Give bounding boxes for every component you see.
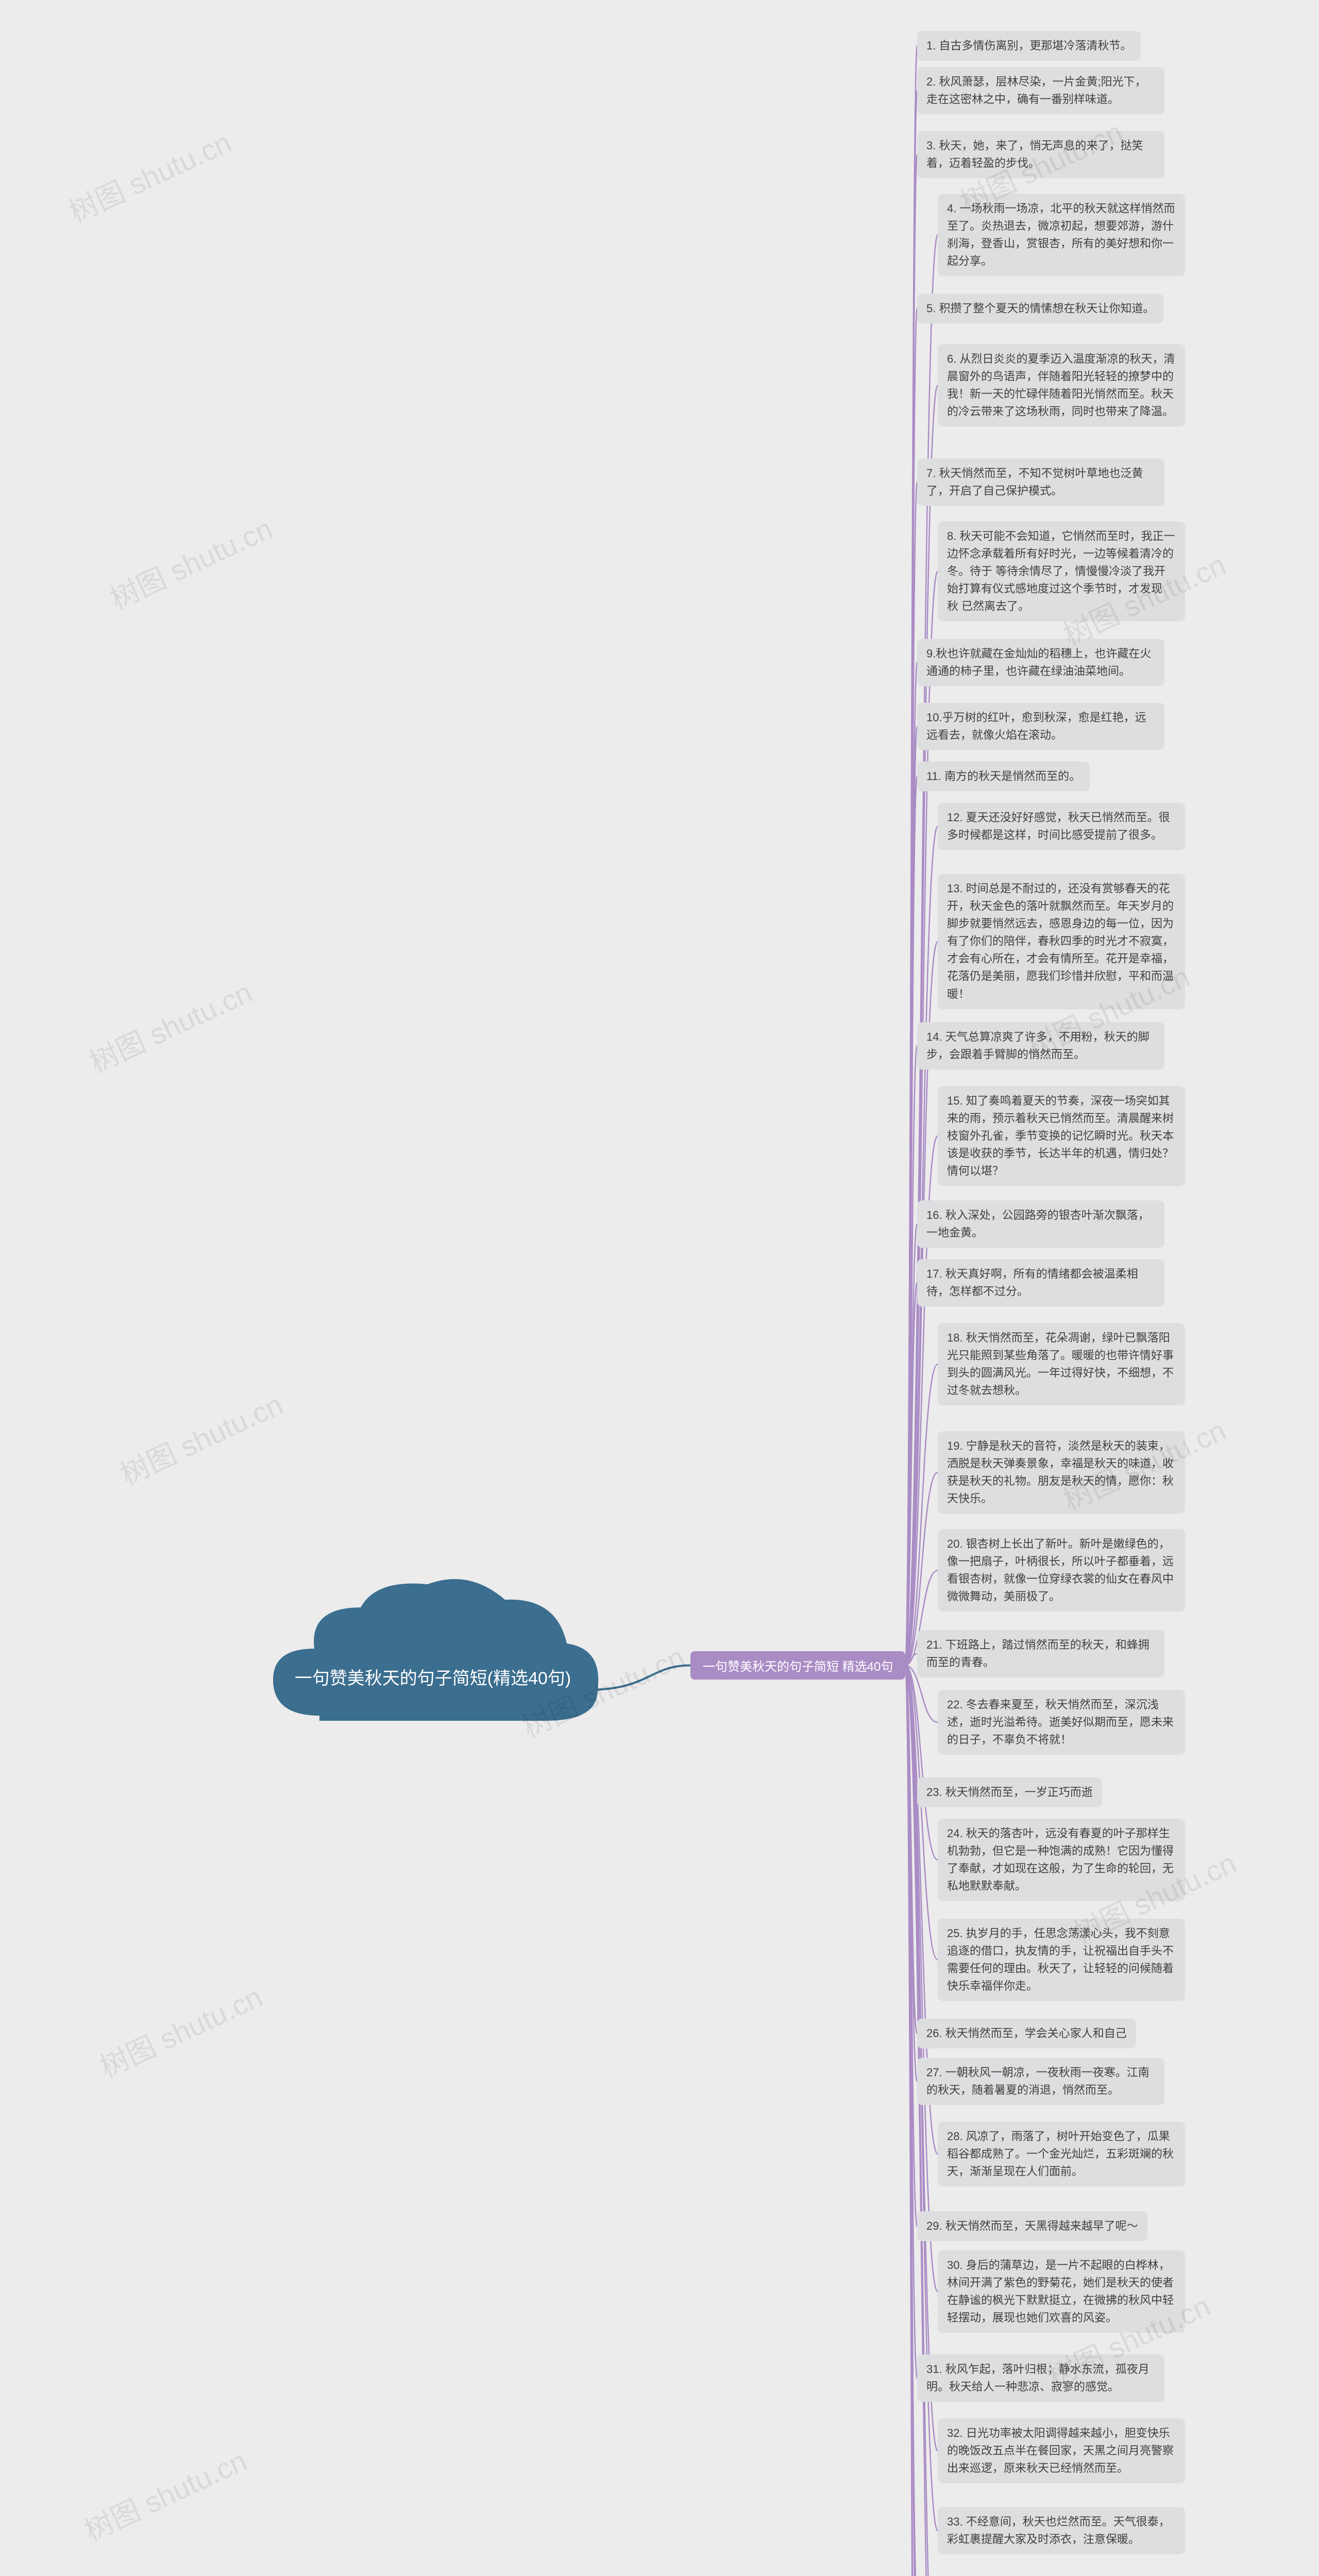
- leaf-node[interactable]: 6. 从烈日炎炎的夏季迈入温度渐凉的秋天，清晨窗外的鸟语声，伴随着阳光轻轻的撩梦…: [938, 344, 1185, 427]
- leaf-node[interactable]: 7. 秋天悄然而至，不知不觉树叶草地也泛黄了，开启了自己保护模式。: [917, 459, 1164, 506]
- leaf-node[interactable]: 29. 秋天悄然而至，天黑得越来越早了呢～: [917, 2211, 1147, 2241]
- leaf-node[interactable]: 30. 身后的蒲草边，是一片不起眼的白桦林，林间开满了紫色的野菊花，她们是秋天的…: [938, 2250, 1185, 2333]
- root-node[interactable]: 一句赞美秋天的句子简短(精选40句): [258, 1571, 608, 1757]
- leaf-node[interactable]: 9.秋也许就藏在金灿灿的稻穗上，也许藏在火通通的柿子里，也许藏在绿油油菜地间。: [917, 639, 1164, 686]
- root-label: 一句赞美秋天的句子简短(精选40句): [293, 1667, 573, 1691]
- leaf-node[interactable]: 23. 秋天悄然而至，一岁正巧而逝: [917, 1777, 1102, 1807]
- leaf-node[interactable]: 19. 宁静是秋天的音符，淡然是秋天的装束，洒脱是秋天弹奏景象，幸福是秋天的味道…: [938, 1431, 1185, 1514]
- watermark: 树图 shutu.cn: [113, 1382, 289, 1494]
- leaf-node[interactable]: 33. 不经意间，秋天也烂然而至。天气很泰，彩虹裹提醒大家及时添衣，注意保暖。: [938, 2507, 1185, 2554]
- watermark: 树图 shutu.cn: [92, 1974, 268, 2086]
- leaf-node[interactable]: 21. 下班路上，踏过悄然而至的秋天，和蜂拥而至的青春。: [917, 1630, 1164, 1677]
- leaf-node[interactable]: 27. 一朝秋风一朝凉，一夜秋雨一夜寒。江南的秋天，随着暑夏的消退，悄然而至。: [917, 2058, 1164, 2105]
- leaf-node[interactable]: 1. 自古多情伤离别，更那堪冷落清秋节。: [917, 31, 1141, 61]
- leaf-node[interactable]: 12. 夏天还没好好感觉，秋天已悄然而至。很多时候都是这样，时间比感受提前了很多…: [938, 803, 1185, 850]
- leaf-node[interactable]: 26. 秋天悄然而至，学会关心家人和自己: [917, 2019, 1136, 2048]
- leaf-node[interactable]: 11. 南方的秋天是悄然而至的。: [917, 761, 1090, 791]
- leaf-node[interactable]: 17. 秋天真好啊，所有的情绪都会被温柔相待，怎样都不过分。: [917, 1259, 1164, 1307]
- leaf-node[interactable]: 3. 秋天，她，来了，悄无声息的来了，挞笑着，迈着轻盈的步伐。: [917, 131, 1164, 178]
- leaf-node[interactable]: 5. 积攒了整个夏天的情愫想在秋天让你知道。: [917, 294, 1163, 324]
- leaf-node[interactable]: 28. 风凉了，雨落了，树叶开始变色了，瓜果稻谷都成熟了。一个金光灿烂，五彩斑斓…: [938, 2122, 1185, 2187]
- leaf-node[interactable]: 31. 秋风乍起，落叶归根；静水东流，孤夜月明。秋天给人一种悲凉、寂寥的感觉。: [917, 2354, 1164, 2402]
- leaf-node[interactable]: 20. 银杏树上长出了新叶。新叶是嫩绿色的，像一把扇子，叶柄很长，所以叶子都垂着…: [938, 1529, 1185, 1612]
- mindmap-canvas: 一句赞美秋天的句子简短(精选40句) 一句赞美秋天的句子简短 精选40句 1. …: [0, 0, 1319, 2576]
- leaf-node[interactable]: 24. 秋天的落杏叶，远没有春夏的叶子那样生机勃勃，但它是一种饱满的成熟！它因为…: [938, 1819, 1185, 1901]
- leaf-node[interactable]: 2. 秋风萧瑟，层林尽染，一片金黄;阳光下，走在这密林之中，确有一番别样味道。: [917, 67, 1164, 114]
- watermark: 树图 shutu.cn: [61, 120, 238, 231]
- leaf-node[interactable]: 10.乎万树的红叶，愈到秋深，愈是红艳，远远看去，就像火焰在滚动。: [917, 703, 1164, 750]
- leaf-node[interactable]: 13. 时间总是不耐过的，还没有赏够春天的花开，秋天金色的落叶就飘然而至。年天岁…: [938, 874, 1185, 1009]
- watermark: 树图 shutu.cn: [77, 2438, 253, 2550]
- leaf-node[interactable]: 4. 一场秋雨一场凉，北平的秋天就这样悄然而至了。炎热退去，微凉初起，想要郊游，…: [938, 194, 1185, 276]
- cloud-shape: [258, 1571, 608, 1757]
- leaf-node[interactable]: 32. 日光功率被太阳调得越来越小，胆变快乐的晚饭改五点半在餐回家，天黑之间月亮…: [938, 2418, 1185, 2483]
- watermark: 树图 shutu.cn: [82, 970, 258, 1081]
- leaf-node[interactable]: 15. 知了奏鸣着夏天的节奏，深夜一场突如其来的雨，预示着秋天已悄然而至。清晨醒…: [938, 1086, 1185, 1186]
- leaf-node[interactable]: 14. 天气总算凉爽了许多，不用粉，秋天的脚步，会跟着手臂脚的悄然而至。: [917, 1022, 1164, 1070]
- leaf-node[interactable]: 22. 冬去春来夏至，秋天悄然而至，深沉浅述，逝时光溢希待。逝美好似期而至，愿未…: [938, 1690, 1185, 1755]
- watermark: 树图 shutu.cn: [103, 506, 279, 618]
- leaf-node[interactable]: 16. 秋入深处，公园路旁的银杏叶渐次飘落，一地金黄。: [917, 1200, 1164, 1248]
- leaf-node[interactable]: 18. 秋天悄然而至，花朵凋谢，绿叶已飘落阳光只能照到某些角落了。暖暖的也带许情…: [938, 1323, 1185, 1405]
- leaf-node[interactable]: 25. 执岁月的手，任思念荡漾心头，我不刻意追逐的借口，执友情的手，让祝福出自手…: [938, 1919, 1185, 2001]
- leaf-node[interactable]: 8. 秋天可能不会知道，它悄然而至时，我正一边怀念承载着所有好时光，一边等候着清…: [938, 521, 1185, 621]
- branch-node[interactable]: 一句赞美秋天的句子简短 精选40句: [690, 1651, 905, 1680]
